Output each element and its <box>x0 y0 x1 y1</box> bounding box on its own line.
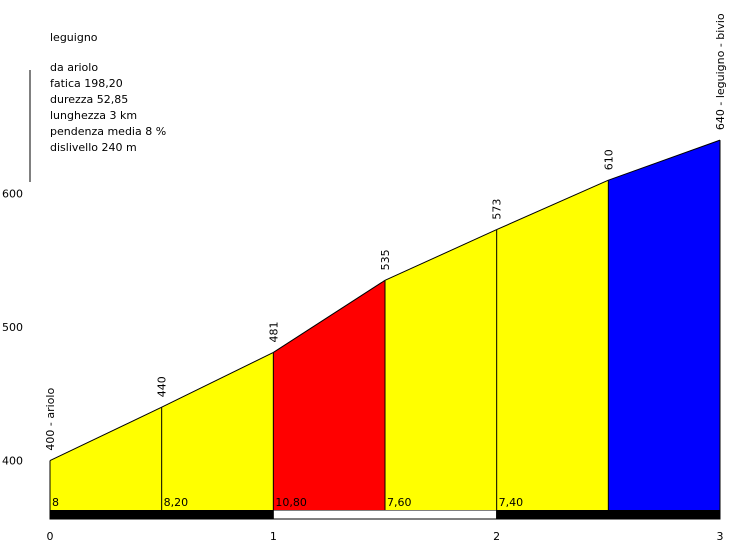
km-bar <box>272 509 498 520</box>
profile-segment <box>273 280 385 510</box>
gradient-label: 10,80 <box>275 496 307 509</box>
y-tick-label: 500 <box>2 321 23 334</box>
climb-name: leguigno <box>50 31 98 44</box>
x-tick-label: 2 <box>493 530 500 543</box>
info-line: durezza 52,85 <box>50 93 128 106</box>
km-bar <box>496 509 721 520</box>
gradient-label: 7,60 <box>387 496 412 509</box>
elevation-label: 440 <box>156 376 169 397</box>
info-line: dislivello 240 m <box>50 141 137 154</box>
elevation-label: 640 - leguigno - bivio <box>714 13 727 130</box>
profile-edge <box>384 229 497 281</box>
profile-edge <box>273 279 386 353</box>
elevation-label: 610 <box>602 149 615 170</box>
elevation-label: 573 <box>491 199 504 220</box>
elevation-label: 400 - ariolo <box>44 388 57 451</box>
profile-segment <box>161 352 274 510</box>
elevation-label: 481 <box>267 321 280 342</box>
profile-segment <box>608 140 720 511</box>
profile-edge <box>496 179 609 231</box>
profile-segment <box>496 180 609 511</box>
info-line: pendenza media 8 % <box>50 125 166 138</box>
gradient-label: 8 <box>52 496 59 509</box>
gradient-label: 8,20 <box>164 496 189 509</box>
km-bar <box>49 509 274 520</box>
gradient-label: 7,40 <box>499 496 523 509</box>
y-tick-label: 600 <box>2 188 23 201</box>
info-block: da ariolo fatica 198,20 durezza 52,85 lungh… <box>50 61 166 154</box>
x-tick-label: 3 <box>717 530 724 543</box>
profile-edge <box>161 351 274 408</box>
info-line: fatica 198,20 <box>50 77 123 90</box>
profile-segment <box>385 229 497 510</box>
info-line: lunghezza 3 km <box>50 109 137 122</box>
y-tick-label: 400 <box>2 455 23 468</box>
profile-edge <box>608 139 721 181</box>
info-line: da ariolo <box>50 61 98 74</box>
elevation-label: 535 <box>379 249 392 270</box>
profile-edge <box>49 406 162 462</box>
x-tick-label: 1 <box>270 530 277 543</box>
x-tick-label: 0 <box>47 530 54 543</box>
profile-segment <box>50 407 162 510</box>
